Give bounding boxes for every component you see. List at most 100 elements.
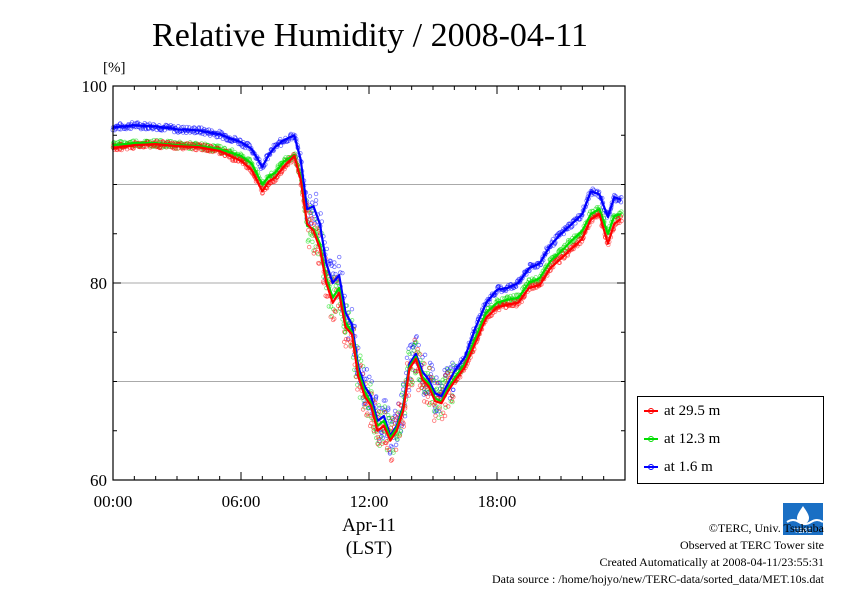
created-timestamp-text: Created Automatically at 2008-04-11/23:5… bbox=[599, 555, 824, 569]
legend-label: at 1.6 m bbox=[664, 458, 713, 475]
data-source-text: Data source : /home/hojyo/new/TERC-data/… bbox=[491, 572, 824, 586]
raw-point bbox=[310, 239, 315, 245]
raw-point bbox=[418, 352, 423, 357]
raw-point bbox=[416, 377, 421, 382]
raw-point bbox=[313, 198, 319, 203]
raw-point bbox=[360, 407, 366, 412]
legend-item-1-6m: at 1.6 m bbox=[644, 457, 713, 477]
raw-point bbox=[376, 436, 382, 442]
raw-point bbox=[438, 411, 444, 417]
raw-point bbox=[451, 394, 456, 400]
raw-point bbox=[355, 382, 360, 388]
raw-point bbox=[511, 293, 516, 298]
raw-point bbox=[382, 410, 387, 415]
raw-point bbox=[429, 375, 434, 380]
raw-point bbox=[367, 374, 372, 380]
raw-point bbox=[307, 194, 313, 199]
raw-point bbox=[383, 398, 388, 403]
raw-point bbox=[369, 421, 374, 426]
raw-point bbox=[416, 387, 421, 393]
grid-lines bbox=[113, 184, 625, 382]
raw-point bbox=[343, 344, 348, 349]
series-line-at-12-3-m bbox=[112, 142, 622, 439]
raw-point bbox=[449, 398, 455, 404]
raw-point bbox=[402, 413, 408, 419]
raw-point bbox=[138, 126, 144, 132]
raw-point bbox=[410, 380, 415, 385]
raw-point bbox=[389, 457, 395, 462]
raw-point bbox=[618, 214, 624, 219]
raw-point bbox=[434, 375, 439, 380]
svg-text:TERC: TERC bbox=[793, 527, 812, 535]
raw-point bbox=[416, 342, 421, 348]
x-tick-label: 12:00 bbox=[350, 492, 389, 511]
raw-point bbox=[306, 228, 311, 233]
raw-point bbox=[407, 351, 412, 356]
raw-point bbox=[373, 394, 379, 399]
raw-point bbox=[390, 416, 396, 421]
raw-point bbox=[397, 433, 402, 439]
series-lines bbox=[112, 124, 622, 442]
raw-point bbox=[329, 313, 335, 319]
raw-point bbox=[158, 145, 164, 151]
y-tick-label: 60 bbox=[90, 471, 107, 490]
raw-point bbox=[365, 411, 370, 416]
raw-point bbox=[429, 362, 434, 368]
observed-site-text: Observed at TERC Tower site bbox=[679, 538, 824, 552]
raw-point bbox=[386, 407, 391, 412]
raw-point bbox=[311, 222, 317, 227]
raw-point bbox=[409, 377, 414, 383]
raw-point bbox=[406, 393, 412, 398]
raw-point bbox=[368, 413, 373, 419]
raw-point bbox=[314, 250, 320, 255]
raw-point bbox=[440, 410, 446, 416]
raw-point bbox=[401, 421, 406, 426]
raw-point bbox=[326, 304, 332, 309]
raw-point bbox=[443, 405, 448, 410]
raw-point bbox=[328, 304, 334, 309]
raw-point bbox=[343, 336, 349, 342]
legend-item-29-5m: at 29.5 m bbox=[644, 401, 720, 421]
raw-point bbox=[386, 447, 392, 453]
raw-point bbox=[412, 337, 417, 343]
terc-logo-icon: TERC bbox=[783, 503, 823, 535]
raw-point bbox=[404, 355, 410, 361]
raw-point bbox=[357, 395, 363, 400]
raw-point bbox=[431, 402, 437, 408]
raw-point bbox=[332, 316, 337, 321]
raw-point bbox=[316, 261, 322, 266]
raw-point bbox=[159, 128, 164, 133]
raw-point bbox=[427, 366, 432, 371]
raw-point bbox=[384, 439, 390, 444]
raw-point bbox=[358, 358, 364, 363]
axis-ticks: 60 80 100 00:00 06:00 12:00 18:00 bbox=[82, 77, 626, 511]
raw-point bbox=[309, 200, 315, 205]
raw-point bbox=[336, 263, 341, 269]
raw-point bbox=[332, 264, 337, 270]
y-tick-label: 80 bbox=[90, 274, 107, 293]
legend-swatch-green bbox=[644, 432, 658, 446]
raw-point bbox=[337, 254, 342, 260]
raw-point bbox=[380, 435, 386, 440]
raw-point bbox=[330, 271, 336, 276]
raw-point bbox=[388, 458, 394, 463]
raw-point bbox=[308, 210, 314, 215]
raw-data-points bbox=[110, 120, 624, 463]
raw-point bbox=[422, 399, 427, 404]
series-line-at-29-5-m bbox=[112, 143, 622, 442]
raw-point bbox=[437, 404, 442, 409]
raw-point bbox=[422, 361, 427, 366]
raw-point bbox=[332, 260, 337, 265]
raw-point bbox=[437, 406, 442, 411]
raw-point bbox=[432, 418, 437, 423]
raw-point bbox=[358, 353, 363, 358]
legend-swatch-blue bbox=[644, 460, 658, 474]
raw-point bbox=[619, 209, 624, 214]
raw-point bbox=[306, 244, 312, 250]
raw-point bbox=[313, 191, 319, 197]
raw-point bbox=[333, 309, 338, 315]
raw-point bbox=[420, 355, 425, 360]
raw-point bbox=[330, 317, 336, 323]
raw-point bbox=[312, 216, 317, 222]
